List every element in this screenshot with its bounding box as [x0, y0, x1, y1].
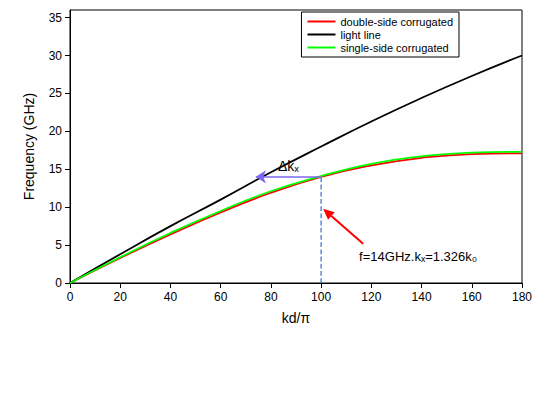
svg-text:10: 10 [49, 200, 63, 214]
svg-text:Frequency (GHz): Frequency (GHz) [21, 93, 37, 200]
svg-text:20: 20 [49, 124, 63, 138]
svg-text:Δk̄ₓ: Δk̄ₓ [278, 158, 299, 174]
svg-text:5: 5 [55, 238, 62, 252]
svg-text:35: 35 [49, 11, 63, 25]
svg-text:15: 15 [49, 162, 63, 176]
svg-text:60: 60 [214, 290, 228, 304]
svg-text:40: 40 [164, 290, 178, 304]
svg-text:80: 80 [264, 290, 278, 304]
svg-text:100: 100 [311, 290, 331, 304]
svg-text:20: 20 [114, 290, 128, 304]
svg-text:kd/π: kd/π [282, 310, 311, 326]
svg-text:180: 180 [512, 290, 532, 304]
svg-text:double-side corrugated: double-side corrugated [340, 16, 453, 28]
svg-text:140: 140 [412, 290, 432, 304]
svg-text:160: 160 [462, 290, 482, 304]
svg-text:25: 25 [49, 86, 63, 100]
svg-text:f=14GHz.kₓ=1.326k₀: f=14GHz.kₓ=1.326k₀ [359, 249, 477, 264]
svg-text:0: 0 [55, 276, 62, 290]
svg-text:single-side corrugated: single-side corrugated [340, 42, 448, 54]
svg-text:light line: light line [340, 29, 380, 41]
svg-text:0: 0 [67, 290, 74, 304]
svg-text:30: 30 [49, 49, 63, 63]
svg-text:120: 120 [361, 290, 381, 304]
